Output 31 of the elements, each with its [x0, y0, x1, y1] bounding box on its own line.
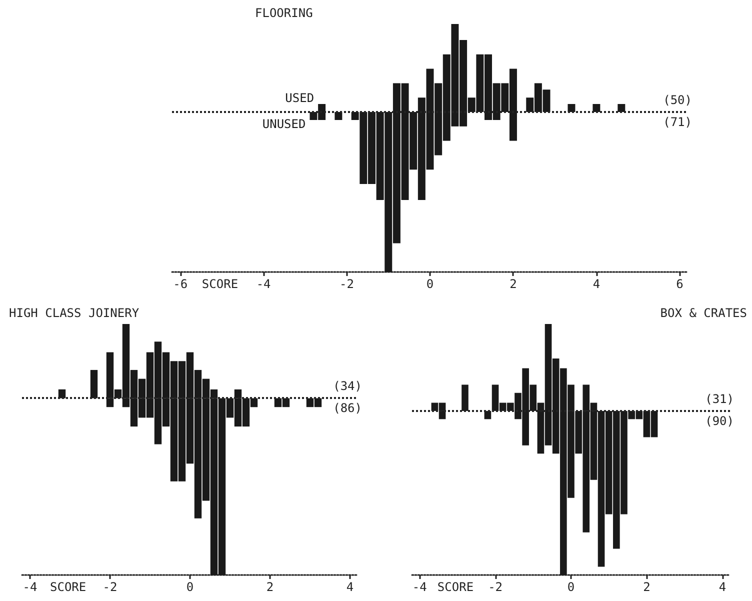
annotation: (34) — [333, 379, 362, 394]
annotation: (90) — [705, 414, 734, 428]
x-tick-label: 2 — [510, 277, 517, 291]
chart-title: BOX & CRATES — [660, 306, 747, 320]
x-tick-label: 0 — [186, 580, 194, 594]
x-tick-label: -2 — [102, 580, 118, 594]
x-tick-label: -4 — [412, 580, 427, 594]
x-tick-label: -2 — [340, 277, 354, 291]
x-tick-label: 2 — [643, 580, 650, 594]
x-axis-title: SCORE — [50, 580, 86, 594]
chart-title: FLOORING — [255, 6, 313, 20]
series-label: USED — [285, 91, 314, 105]
x-tick-label: 4 — [592, 277, 600, 291]
x-tick-label: -2 — [488, 580, 503, 594]
series-label: UNUSED — [262, 117, 306, 131]
x-tick-label: 4 — [718, 580, 726, 594]
annotation: (50) — [663, 93, 692, 107]
x-tick-label: 6 — [676, 277, 684, 291]
x-tick-label: 4 — [346, 580, 354, 594]
x-axis-title: SCORE — [202, 277, 238, 291]
x-tick-label: -4 — [22, 580, 38, 594]
chart-title: HIGH CLASS JOINERY — [9, 306, 140, 320]
x-tick-label: -4 — [256, 277, 271, 291]
x-tick-label: 0 — [426, 277, 434, 291]
x-tick-label: -6 — [173, 277, 188, 291]
annotation: (31) — [705, 392, 734, 406]
x-tick-label: 0 — [567, 580, 575, 594]
annotation: (86) — [333, 401, 362, 416]
x-tick-label: 2 — [266, 580, 274, 594]
x-axis-title: SCORE — [437, 580, 474, 594]
annotation: (71) — [663, 115, 692, 129]
